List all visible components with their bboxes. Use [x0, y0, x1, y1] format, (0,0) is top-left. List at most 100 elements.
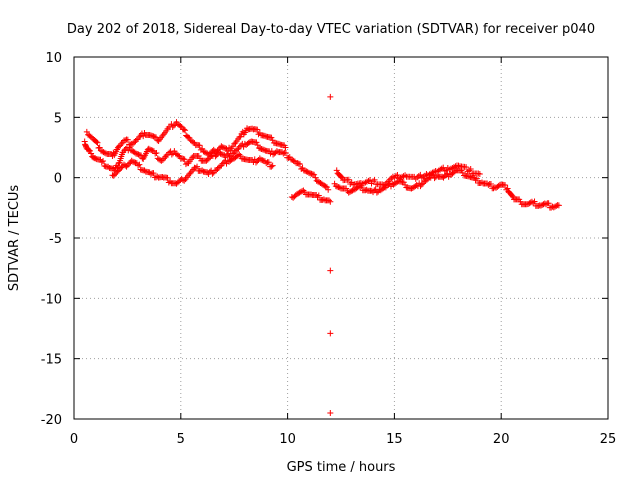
data-point [154, 137, 161, 144]
data-point [400, 179, 407, 186]
data-point [254, 158, 261, 165]
data-point [169, 123, 176, 130]
data-point [279, 149, 286, 156]
data-point [153, 134, 160, 141]
data-point [231, 149, 238, 156]
data-point [298, 165, 305, 172]
y-tick-label: -20 [41, 413, 62, 428]
data-point [346, 188, 353, 195]
data-point [509, 192, 516, 199]
data-point [476, 171, 483, 178]
data-point [255, 131, 262, 138]
data-point [164, 174, 171, 181]
data-point [295, 190, 302, 197]
data-point [199, 145, 206, 152]
data-point [181, 156, 188, 163]
data-point [213, 149, 220, 156]
data-point [313, 177, 320, 184]
data-point [336, 184, 343, 191]
data-point [466, 173, 473, 180]
data-point [182, 127, 189, 134]
data-point [253, 139, 260, 146]
data-point [325, 186, 332, 193]
data-point [315, 192, 322, 199]
data-point [261, 146, 268, 153]
data-point [220, 159, 227, 166]
axis-ticks: 0 5 10 15 20 25 -20 -15 -10 -5 0 5 10 [41, 51, 617, 447]
data-point [418, 181, 425, 188]
data-point [100, 149, 107, 156]
data-point [439, 173, 446, 180]
data-point [299, 188, 306, 195]
data-point [304, 168, 311, 175]
data-point [204, 156, 211, 163]
data-point [417, 171, 424, 178]
data-point [197, 146, 204, 153]
data-point [179, 177, 186, 184]
data-point [201, 149, 208, 156]
data-point [316, 179, 323, 186]
data-point [100, 158, 107, 165]
data-point [322, 183, 329, 190]
data-point [190, 139, 197, 146]
data-point-outlier [327, 409, 334, 416]
data-point [135, 162, 142, 169]
data-point [254, 126, 261, 133]
data-point [466, 167, 473, 174]
data-point [371, 176, 378, 183]
data-point [552, 203, 559, 210]
data-point [231, 140, 238, 147]
grid-lines [74, 57, 608, 419]
data-point [209, 170, 216, 177]
data-point [147, 171, 154, 178]
data-point [170, 122, 177, 129]
data-point [83, 128, 90, 135]
data-point [320, 196, 327, 203]
data-point [99, 148, 106, 155]
data-point [333, 167, 340, 174]
data-point [311, 171, 318, 178]
data-point [373, 189, 380, 196]
data-point [115, 160, 122, 167]
x-tick-label: 10 [279, 432, 296, 447]
data-point [181, 126, 188, 133]
data-point [314, 178, 321, 185]
data-point [349, 187, 356, 194]
data-point [224, 148, 231, 155]
data-point [402, 181, 409, 188]
data-point [117, 165, 124, 172]
x-tick-label: 20 [493, 432, 510, 447]
data-point [293, 191, 300, 198]
data-point [186, 171, 193, 178]
data-point [94, 139, 101, 146]
data-point [269, 137, 276, 144]
data-point [136, 161, 143, 168]
y-tick-label: -10 [41, 292, 62, 307]
data-point [348, 188, 355, 195]
data-point [175, 152, 182, 159]
data-point [459, 169, 466, 176]
data-point [129, 140, 136, 147]
data-point [237, 152, 244, 159]
data-point [485, 181, 492, 188]
data-point [145, 145, 152, 152]
data-point [296, 161, 303, 168]
data-point [289, 157, 296, 164]
data-point [87, 147, 94, 154]
data-point [531, 198, 538, 205]
data-point [357, 184, 364, 191]
data-point [502, 182, 509, 189]
data-point [530, 200, 537, 207]
data-point [312, 174, 319, 181]
data-point [85, 147, 92, 154]
data-point [230, 150, 237, 157]
data-point [394, 172, 401, 179]
data-point [154, 173, 161, 180]
data-point [273, 148, 280, 155]
data-point [228, 156, 235, 163]
y-tick-label: -5 [49, 232, 62, 247]
data-point [467, 166, 474, 173]
data-point [127, 147, 134, 154]
data-point [555, 202, 562, 209]
y-axis-label: SDTVAR / TECUs [7, 185, 22, 292]
